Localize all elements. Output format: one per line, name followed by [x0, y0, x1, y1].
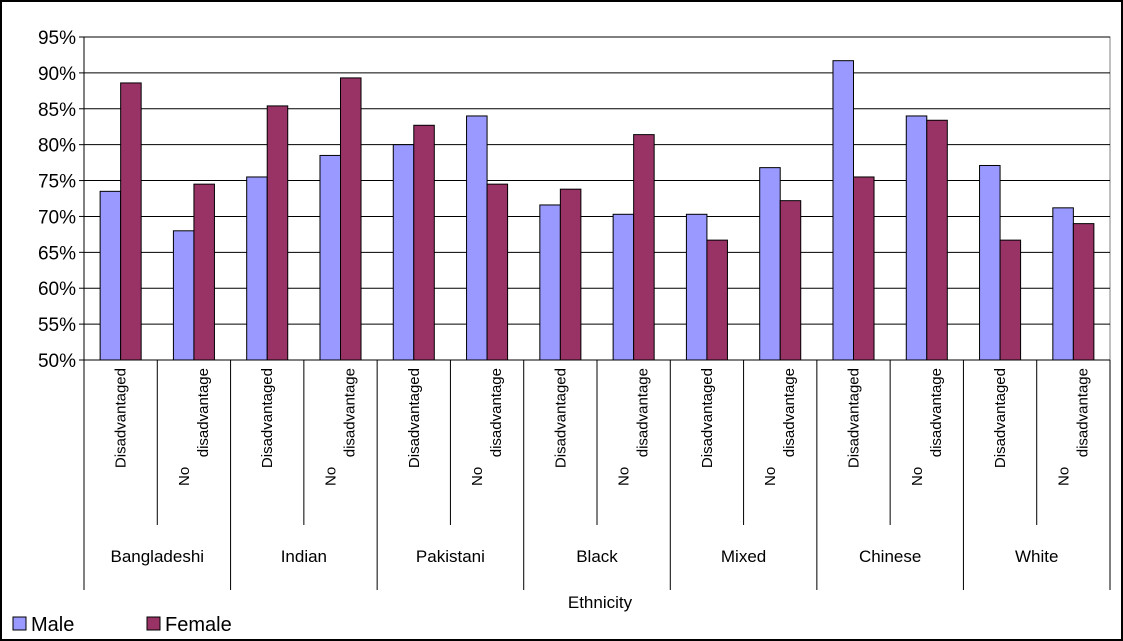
bar-female — [120, 82, 142, 361]
plot-area — [83, 36, 1111, 361]
subcategory-label: Nodisadvantage — [616, 368, 652, 486]
bar-male — [539, 204, 561, 361]
subcategory-label: Disadvantaged — [846, 368, 863, 468]
y-tick-label: 90% — [38, 64, 76, 85]
subcategory-label: Disadvantaged — [699, 368, 716, 468]
y-tick-label: 50% — [38, 351, 76, 372]
subcategory-label: Disadvantaged — [113, 368, 130, 468]
bar-male — [319, 154, 342, 361]
y-tick-label: 55% — [38, 315, 76, 336]
bar-female — [999, 239, 1022, 361]
bar-male — [685, 213, 708, 361]
bar-female — [1072, 223, 1095, 361]
bar-female — [706, 239, 728, 361]
y-tick-label: 85% — [38, 100, 76, 121]
bars — [99, 60, 1095, 361]
legend-swatch-male — [12, 616, 27, 631]
bar-female — [853, 176, 875, 361]
subcategory-label: Nodisadvantage — [1055, 368, 1091, 486]
subcategory-label: Nodisadvantage — [323, 368, 359, 486]
group-label: Black — [576, 547, 618, 566]
x-axis-title: Ethnicity — [568, 593, 633, 612]
subcategory-label: Disadvantaged — [406, 368, 423, 468]
legend-swatch-female — [146, 616, 161, 631]
subcategory-label: Nodisadvantage — [762, 368, 798, 486]
group-label: Indian — [281, 547, 327, 566]
bar-male — [99, 190, 122, 361]
subcategory-label: Nodisadvantage — [909, 368, 945, 486]
y-tick-label: 60% — [38, 279, 76, 300]
group-label: Bangladeshi — [110, 547, 204, 566]
subcategory-label: Disadvantaged — [552, 368, 569, 468]
group-label: Chinese — [859, 547, 921, 566]
legend: Male Female — [12, 614, 232, 636]
bar-female — [193, 183, 215, 361]
bar-male — [246, 176, 268, 361]
legend-label-female: Female — [165, 614, 232, 636]
legend-label-male: Male — [31, 614, 74, 636]
bar-female — [779, 200, 802, 361]
bar-male — [979, 164, 1001, 361]
bar-female — [413, 124, 435, 361]
bar-female — [266, 105, 289, 361]
subcategory-label: Nodisadvantage — [469, 368, 505, 486]
y-tick-label: 70% — [38, 207, 76, 228]
y-tick-label: 75% — [38, 172, 76, 193]
bar-male — [172, 230, 195, 361]
category-labels: Disadvantaged Nodisadvantage Disadvantaged… — [83, 360, 1111, 590]
group-label: Pakistani — [416, 547, 485, 566]
subcategory-label: Disadvantaged — [259, 368, 276, 468]
group-label: Mixed — [721, 547, 766, 566]
bar-male — [1052, 207, 1074, 361]
bar-male — [759, 167, 781, 361]
subcategory-label: Disadvantaged — [992, 368, 1009, 468]
y-tick-label: 95% — [38, 28, 76, 49]
subcategory-label: Nodisadvantage — [176, 368, 212, 486]
group-label: White — [1015, 547, 1058, 566]
bar-female — [633, 134, 655, 361]
bar-male — [905, 115, 928, 361]
y-tick-label: 80% — [38, 136, 76, 157]
bar-male — [466, 115, 488, 361]
bar-male — [832, 60, 854, 361]
bar-female — [486, 183, 509, 361]
bar-female — [559, 188, 582, 361]
y-tick-label: 65% — [38, 243, 76, 264]
bar-male — [612, 213, 635, 361]
bar-male — [392, 144, 415, 361]
bar-female — [340, 77, 362, 361]
bar-female — [926, 119, 948, 361]
plot-background — [83, 36, 1111, 361]
